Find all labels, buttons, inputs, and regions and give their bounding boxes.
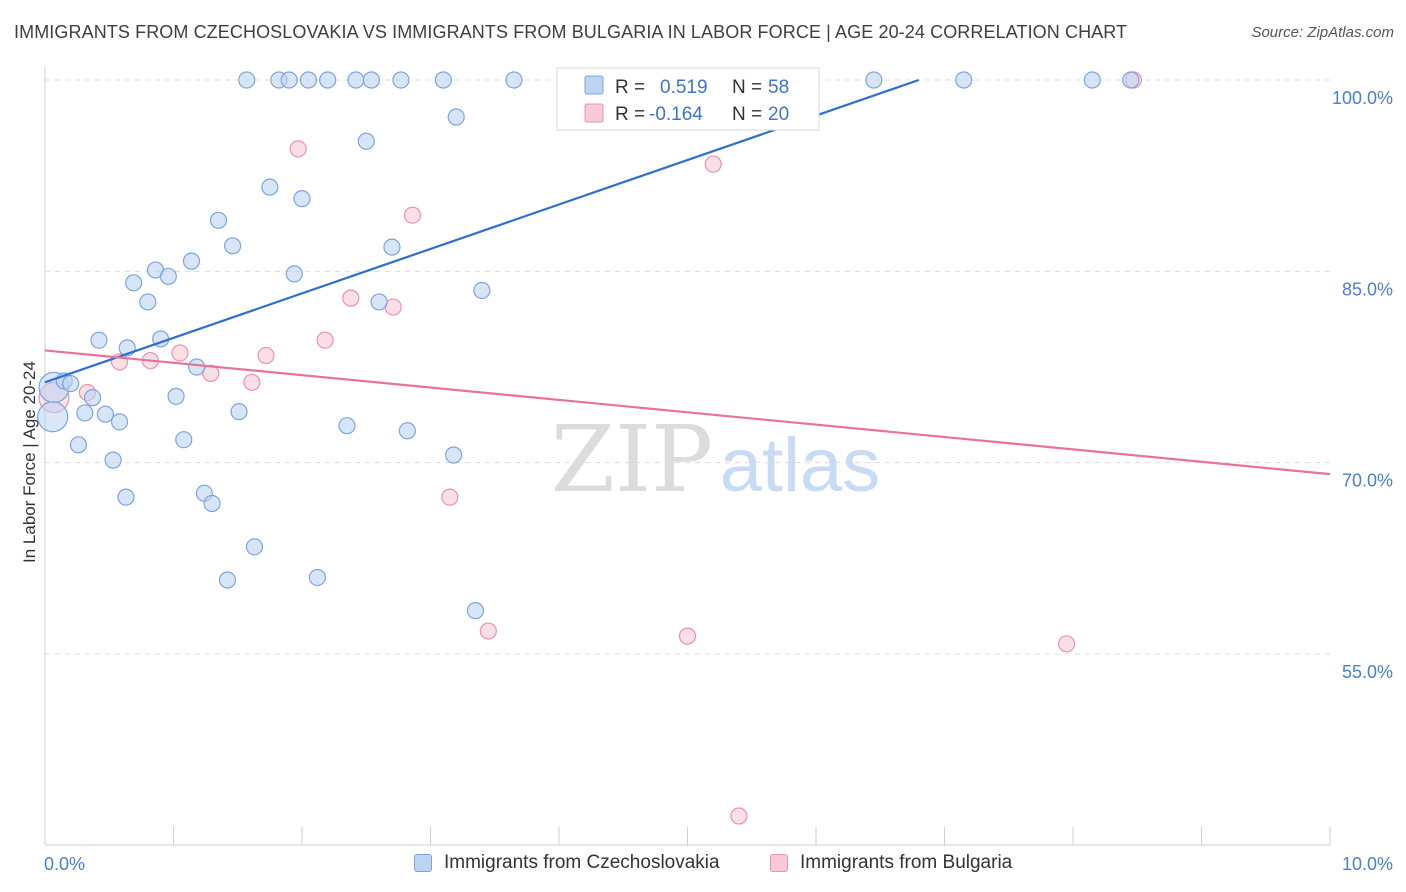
data-point-czechoslovakia[interactable] [280, 71, 298, 89]
legend-label-bulgaria: Immigrants from Bulgaria [800, 852, 1013, 873]
data-point-czechoslovakia[interactable] [392, 71, 410, 89]
data-point-czechoslovakia[interactable] [398, 422, 416, 440]
data-point-czechoslovakia[interactable] [383, 238, 401, 256]
data-point-czechoslovakia[interactable] [865, 71, 883, 89]
tick-labels: 100.0% 85.0% 70.0% 55.0% 0.0% 10.0% [44, 88, 1393, 874]
stats-legend: R = 0.519 N = 58 R = -0.164 N = 20 [556, 67, 820, 131]
data-point-bulgaria[interactable] [243, 373, 261, 391]
series-czechoslovakia-points [37, 71, 1140, 620]
data-point-czechoslovakia[interactable] [37, 401, 69, 433]
data-point-bulgaria[interactable] [441, 488, 459, 506]
data-point-czechoslovakia[interactable] [1083, 71, 1101, 89]
data-point-bulgaria[interactable] [704, 155, 722, 173]
legend-r-label-bulgaria: R = [615, 104, 645, 125]
legend-n-value-czechoslovakia: 58 [768, 77, 789, 98]
watermark-atlas: atlas [720, 423, 881, 508]
data-point-czechoslovakia[interactable] [347, 71, 365, 89]
data-point-czechoslovakia[interactable] [69, 436, 88, 454]
legend-label-czechoslovakia: Immigrants from Czechoslovakia [444, 852, 720, 873]
legend-item-bulgaria[interactable]: Immigrants from Bulgaria [770, 852, 1012, 874]
data-point-czechoslovakia[interactable] [96, 405, 114, 423]
axes [44, 67, 1331, 846]
x-tick-label: 10.0% [1342, 854, 1393, 874]
data-point-czechoslovakia[interactable] [159, 267, 177, 286]
data-point-czechoslovakia[interactable] [83, 389, 102, 407]
legend-n-label-czechoslovakia: N = [732, 77, 762, 98]
data-point-czechoslovakia[interactable] [62, 374, 80, 393]
y-tick-label: 70.0% [1342, 471, 1393, 491]
legend-swatch-bulgaria-bottom [770, 854, 788, 872]
data-point-czechoslovakia[interactable] [224, 237, 242, 255]
data-point-bulgaria[interactable] [289, 140, 307, 158]
chart-title: IMMIGRANTS FROM CZECHOSLOVAKIA VS IMMIGR… [14, 22, 1128, 42]
data-point-bulgaria[interactable] [342, 289, 360, 307]
data-point-bulgaria[interactable] [678, 627, 697, 645]
data-point-bulgaria[interactable] [171, 344, 189, 362]
legend-swatch-czechoslovakia-bottom [414, 854, 432, 872]
data-point-czechoslovakia[interactable] [245, 538, 264, 556]
trend-line-bulgaria [44, 349, 1331, 476]
y-tick-label: 85.0% [1342, 279, 1393, 299]
source-label: Source: ZipAtlas.com [1251, 24, 1394, 41]
watermark-zip: ZIP [551, 406, 713, 513]
data-point-czechoslovakia[interactable] [285, 265, 303, 283]
legend-n-label-bulgaria: N = [732, 104, 762, 125]
data-point-czechoslovakia[interactable] [505, 71, 523, 89]
watermark: ZIP atlas [551, 406, 880, 513]
legend-item-czechoslovakia[interactable]: Immigrants from Czechoslovakia [414, 852, 720, 874]
legend-n-value-bulgaria: 20 [768, 104, 789, 125]
data-point-czechoslovakia[interactable] [182, 252, 201, 270]
data-point-czechoslovakia[interactable] [299, 71, 318, 89]
data-point-czechoslovakia[interactable] [447, 108, 465, 126]
data-point-czechoslovakia[interactable] [230, 403, 248, 421]
legend-r-value-czechoslovakia: 0.519 [660, 77, 708, 98]
data-point-czechoslovakia[interactable] [125, 274, 143, 292]
legend-r-label-czechoslovakia: R = [615, 77, 645, 98]
data-point-czechoslovakia[interactable] [209, 211, 228, 229]
y-axis-title: In Labor Force | Age 20-24 [20, 361, 39, 563]
data-point-czechoslovakia[interactable] [139, 293, 157, 311]
y-tick-label: 55.0% [1342, 662, 1393, 682]
data-point-czechoslovakia[interactable] [110, 413, 129, 431]
legend-swatch-bulgaria [584, 103, 604, 123]
data-point-czechoslovakia[interactable] [362, 71, 380, 89]
data-point-czechoslovakia[interactable] [1122, 71, 1140, 89]
data-point-bulgaria[interactable] [1057, 635, 1076, 653]
data-point-czechoslovakia[interactable] [117, 488, 135, 506]
grid-lines [45, 79, 1330, 655]
data-point-czechoslovakia[interactable] [238, 71, 256, 89]
data-point-bulgaria[interactable] [257, 346, 275, 365]
data-point-czechoslovakia[interactable] [445, 446, 463, 464]
data-point-bulgaria[interactable] [403, 206, 422, 224]
legend-swatch-czechoslovakia [584, 75, 604, 95]
data-point-czechoslovakia[interactable] [76, 404, 94, 422]
data-point-czechoslovakia[interactable] [434, 71, 452, 89]
data-point-czechoslovakia[interactable] [357, 132, 375, 150]
x-tick-label: 0.0% [44, 854, 85, 874]
data-point-czechoslovakia[interactable] [188, 358, 206, 376]
series-legend: Immigrants from Czechoslovakia Immigrant… [0, 852, 1406, 878]
data-point-bulgaria[interactable] [316, 331, 334, 349]
data-point-czechoslovakia[interactable] [955, 71, 973, 89]
data-point-czechoslovakia[interactable] [104, 451, 122, 469]
data-point-czechoslovakia[interactable] [473, 281, 491, 300]
data-point-czechoslovakia[interactable] [308, 568, 327, 587]
data-point-czechoslovakia[interactable] [370, 293, 388, 311]
data-point-czechoslovakia[interactable] [319, 71, 337, 89]
legend-r-value-bulgaria: -0.164 [649, 104, 703, 125]
data-point-bulgaria[interactable] [479, 622, 497, 640]
y-tick-label: 100.0% [1332, 88, 1393, 108]
data-point-czechoslovakia[interactable] [261, 178, 279, 196]
data-point-bulgaria[interactable] [730, 807, 748, 825]
data-point-czechoslovakia[interactable] [175, 431, 193, 449]
data-point-czechoslovakia[interactable] [218, 571, 237, 589]
data-point-czechoslovakia[interactable] [90, 331, 108, 349]
data-point-czechoslovakia[interactable] [338, 417, 356, 435]
data-point-czechoslovakia[interactable] [293, 190, 311, 208]
data-point-czechoslovakia[interactable] [466, 602, 485, 620]
data-point-czechoslovakia[interactable] [167, 387, 185, 405]
data-point-czechoslovakia[interactable] [203, 494, 221, 513]
